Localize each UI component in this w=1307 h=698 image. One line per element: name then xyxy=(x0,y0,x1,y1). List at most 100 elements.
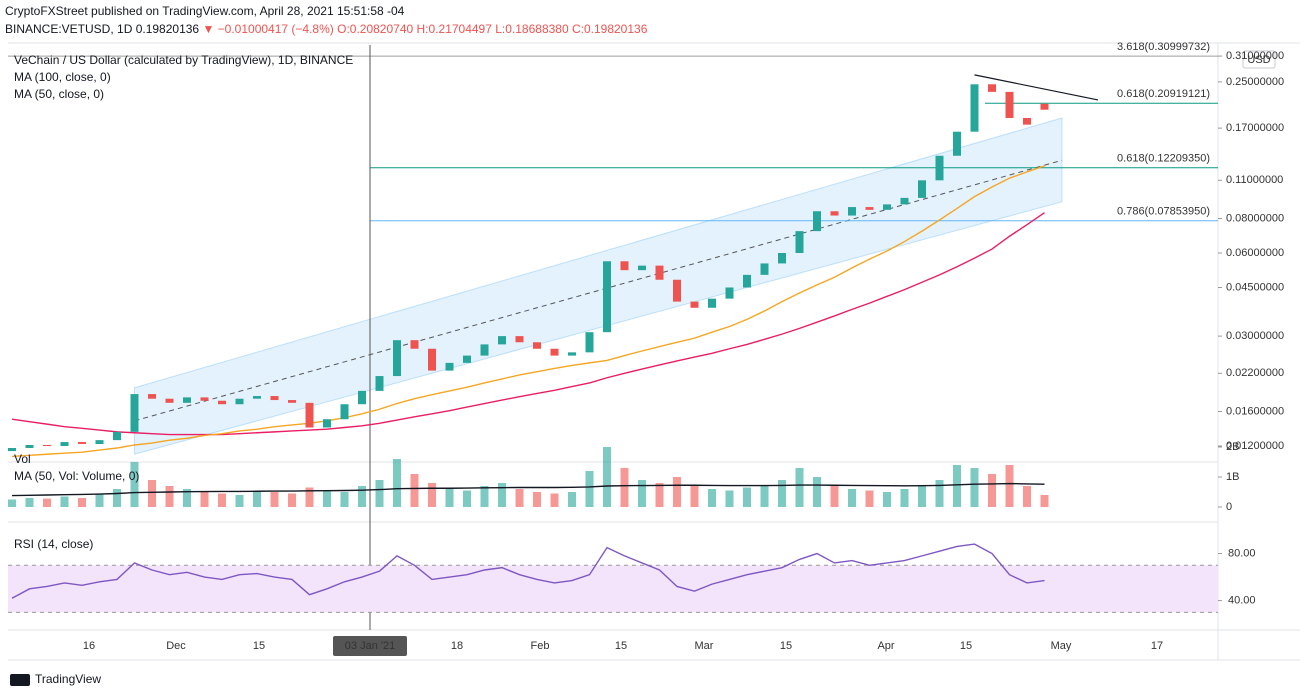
volume-bar xyxy=(673,477,681,507)
candle-body xyxy=(375,376,384,391)
volume-bar xyxy=(708,489,716,507)
volume-bar xyxy=(130,462,139,507)
legend-entry: MA (100, close, 0) xyxy=(14,70,111,84)
volume-bar xyxy=(813,477,821,507)
volume-bar xyxy=(550,493,559,507)
y-tick-label: 0.25000000 xyxy=(1226,76,1284,88)
x-tick-label: May xyxy=(1051,640,1072,652)
volume-bar xyxy=(883,492,891,507)
volume-bar xyxy=(463,490,471,507)
volume-bar xyxy=(638,480,646,507)
volume-bar xyxy=(743,487,751,507)
volume-bar xyxy=(603,447,611,507)
candle-body xyxy=(393,340,401,377)
volume-bar xyxy=(568,492,576,507)
y-tick-label: 0.03000000 xyxy=(1226,330,1284,342)
volume-bar xyxy=(218,493,226,507)
candle-body xyxy=(1023,117,1031,125)
candle-body xyxy=(270,396,279,401)
brand: TradingView xyxy=(35,672,101,686)
y-tick-label: 0.17000000 xyxy=(1226,122,1284,134)
candle-body xyxy=(323,419,331,428)
volume-bar xyxy=(620,468,629,507)
volume-bar xyxy=(585,471,594,507)
candle-body xyxy=(568,352,576,356)
rsi-tick-label: 80.00 xyxy=(1228,547,1256,559)
candle-body xyxy=(900,197,909,205)
symbol-line: BINANCE:VETUSD, 1D 0.19820136 ▼ −0.01000… xyxy=(5,22,648,36)
x-tick-label: Apr xyxy=(877,640,894,652)
candle-body xyxy=(918,180,926,198)
moving-average xyxy=(11,212,1045,436)
candle-body xyxy=(953,131,961,156)
y-tick-label: 0.08000000 xyxy=(1226,212,1284,224)
candle-body xyxy=(235,398,244,405)
candle-body xyxy=(603,261,611,333)
volume-bar xyxy=(778,480,786,507)
change: ▼ −0.01000417 (−4.8%) xyxy=(202,22,333,36)
volume-bar xyxy=(270,492,279,507)
volume-bar xyxy=(498,483,506,507)
volume-bar xyxy=(8,499,16,507)
brand-logo xyxy=(10,674,30,686)
volume-bar xyxy=(253,490,261,507)
candle-body xyxy=(60,442,69,446)
candle-body xyxy=(113,431,121,441)
currency-box[interactable] xyxy=(1242,50,1276,69)
volume-ma-legend: MA (50, Vol: Volume, 0) xyxy=(14,469,139,483)
candle-body xyxy=(690,301,699,308)
candle-body xyxy=(655,265,664,280)
x-tick-label: 15 xyxy=(615,640,627,652)
volume-bar xyxy=(515,489,524,507)
volume-bar xyxy=(480,486,489,507)
candle-body xyxy=(130,394,139,432)
x-tick-label: Dec xyxy=(166,640,186,652)
currency: USD xyxy=(1247,54,1270,66)
y-tick-label: 0.04500000 xyxy=(1226,281,1284,293)
rsi-tick-label: 40.00 xyxy=(1228,594,1256,606)
volume-bar xyxy=(918,486,926,507)
volume-bar xyxy=(533,492,541,507)
publisher: CryptoFXStreet published on TradingView.… xyxy=(5,4,405,18)
volume-bar xyxy=(428,483,436,507)
volume-bar xyxy=(60,496,69,507)
x-tick-label: 15 xyxy=(960,640,972,652)
volume-bar xyxy=(1005,465,1014,507)
volume-bar xyxy=(323,490,331,507)
volume-bar xyxy=(393,459,401,507)
background-layer xyxy=(8,45,1222,630)
candle-body xyxy=(445,362,454,371)
y-tick-label: 0.31000000 xyxy=(1226,50,1284,62)
candle-body xyxy=(760,263,769,275)
x-tick-label: 15 xyxy=(253,640,265,652)
crosshair-box xyxy=(333,636,407,656)
volume-bar xyxy=(25,498,34,507)
regression-channel xyxy=(134,117,1063,455)
volume-tick-label: 0 xyxy=(1226,501,1232,513)
volume-title: Vol xyxy=(14,452,31,466)
rsi-line xyxy=(11,543,1045,599)
y-tick-label: 0.11000000 xyxy=(1226,174,1283,186)
crosshair-label: 03 Jan '21 xyxy=(345,640,395,652)
rsi-title: RSI (14, close) xyxy=(14,537,93,551)
candle-body xyxy=(883,204,891,210)
volume-bar xyxy=(935,480,944,507)
label-layer: VeChain / US Dollar (calculated by Tradi… xyxy=(10,41,1284,686)
volume-bar xyxy=(43,498,51,507)
volume-bar xyxy=(358,486,366,507)
candle-body xyxy=(865,207,874,210)
trendline xyxy=(974,74,1099,101)
x-tick-label: 15 xyxy=(780,640,792,652)
candle-body xyxy=(480,344,489,356)
fib-label: 0.786(0.07853950) xyxy=(1117,206,1210,218)
volume-bar xyxy=(235,495,244,507)
candle-body xyxy=(498,336,506,345)
candle-body xyxy=(970,84,979,132)
volume-tick-label: 1B xyxy=(1226,471,1239,483)
candle-body xyxy=(410,340,419,349)
volume-bar xyxy=(148,480,156,507)
volume-bar xyxy=(795,468,804,507)
volume-bar xyxy=(865,490,874,507)
volume-bar xyxy=(1040,495,1049,507)
